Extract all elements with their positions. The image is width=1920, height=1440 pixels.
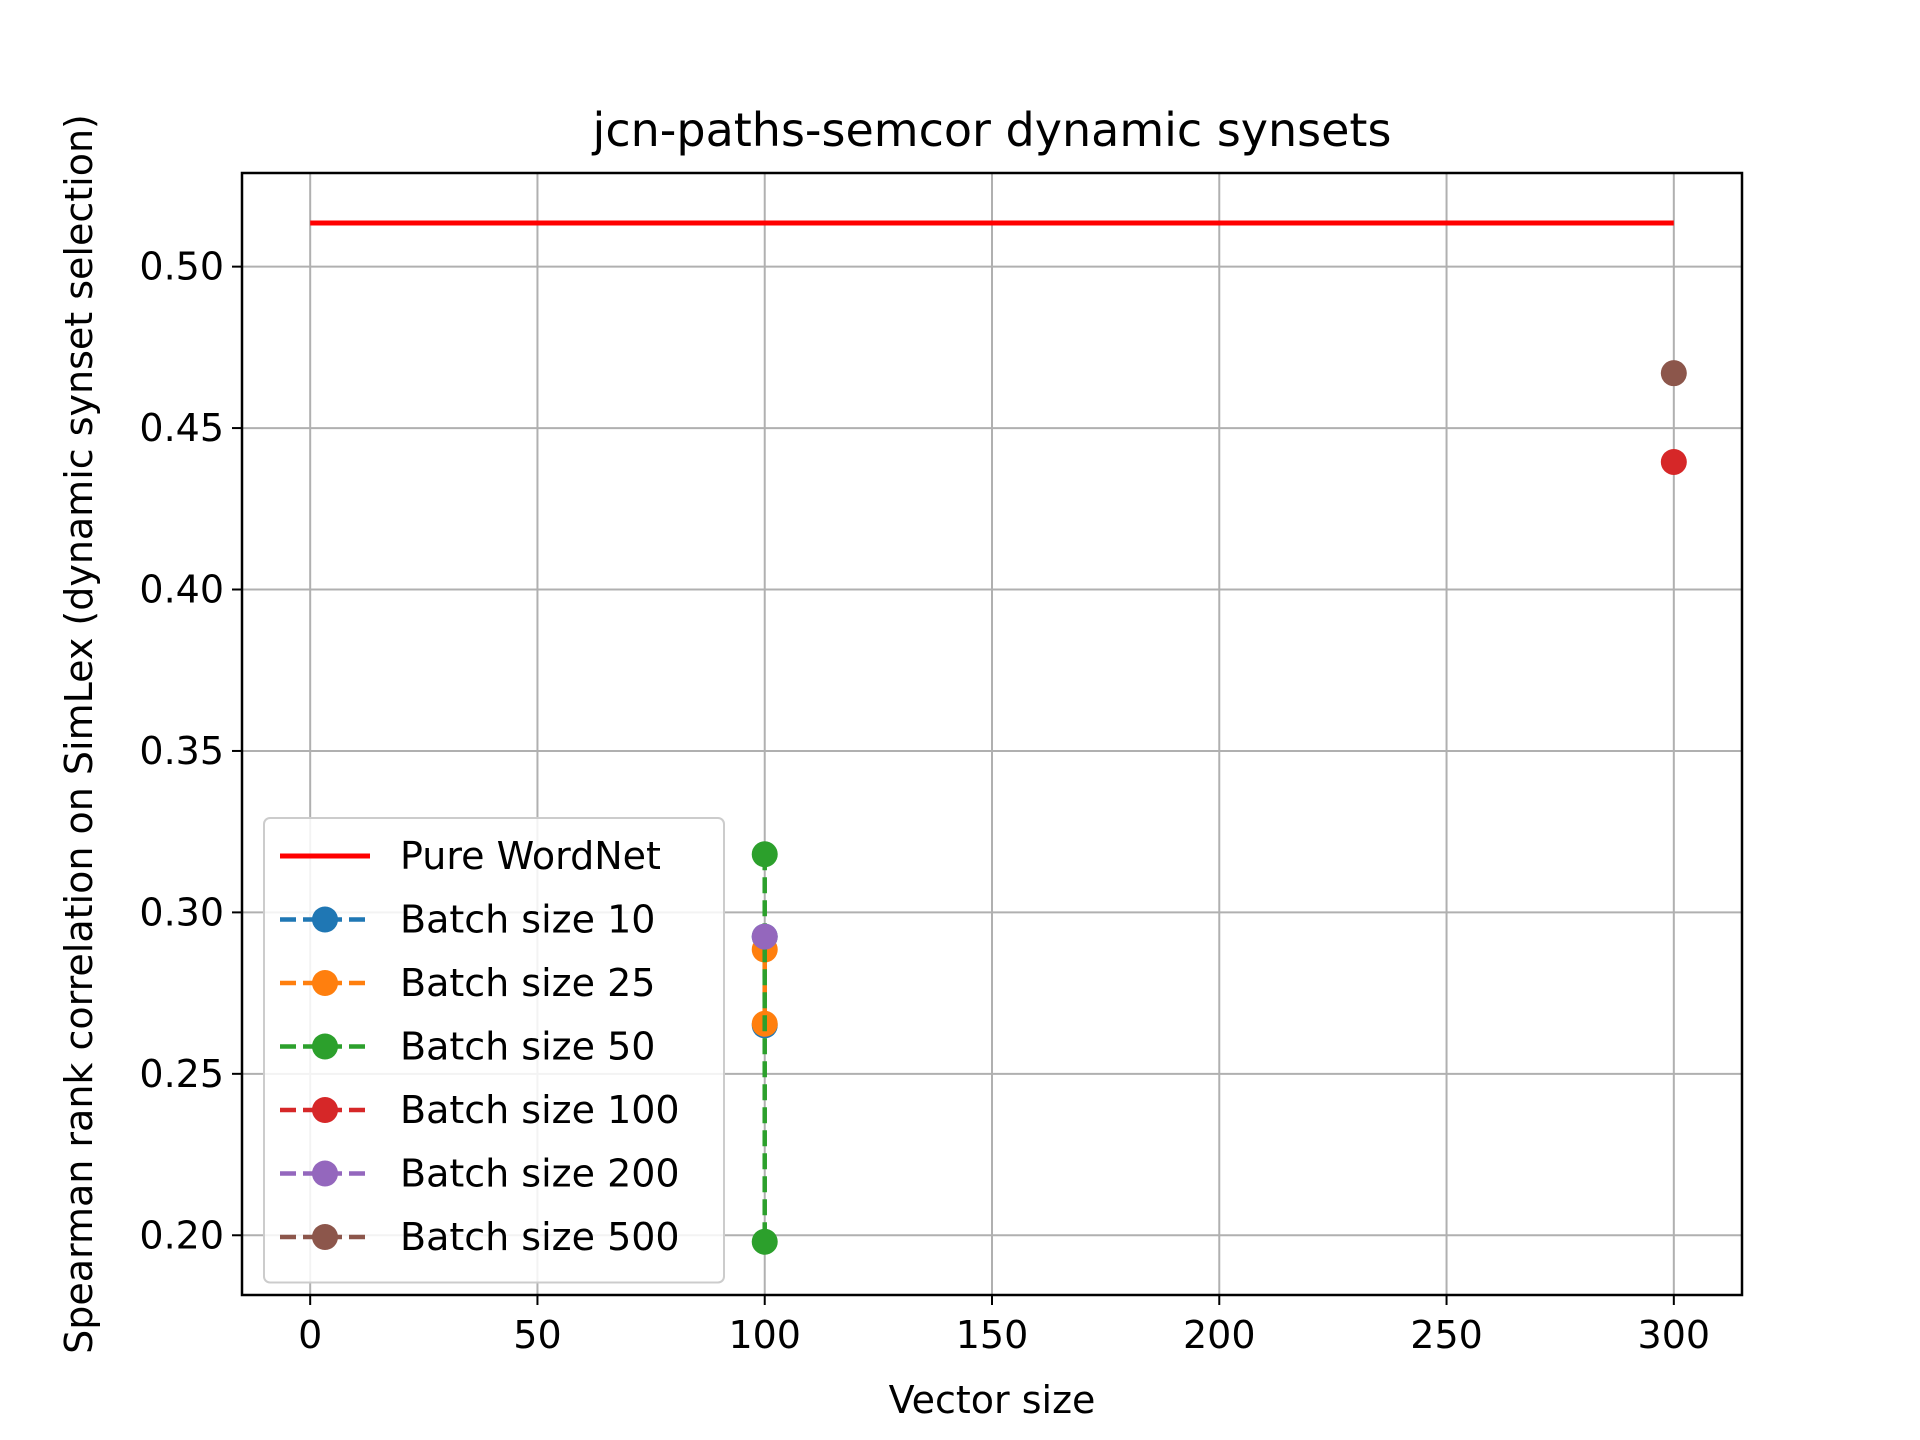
legend-item: Batch size 50 bbox=[280, 1025, 655, 1069]
legend-label: Batch size 200 bbox=[400, 1152, 680, 1196]
series bbox=[1660, 448, 1687, 475]
series bbox=[751, 923, 778, 950]
y-tick-label: 0.45 bbox=[139, 406, 224, 450]
y-axis: 0.20 0.25 0.30 0.35 0.40 0.45 0.50 bbox=[139, 245, 242, 1257]
series bbox=[751, 841, 778, 1255]
legend-box bbox=[263, 817, 725, 1284]
legend-item: Batch size 10 bbox=[280, 898, 655, 942]
y-tick-label: 0.20 bbox=[139, 1213, 224, 1257]
y-tick-label: 0.40 bbox=[139, 568, 224, 612]
x-tick-label: 100 bbox=[728, 1313, 801, 1357]
series-layer bbox=[310, 220, 1687, 1255]
y-tick-label: 0.30 bbox=[139, 890, 224, 934]
legend-item: Pure WordNet bbox=[280, 834, 661, 878]
x-tick-label: 300 bbox=[1638, 1313, 1711, 1357]
legend-item: Batch size 200 bbox=[280, 1152, 680, 1196]
y-tick-label: 0.25 bbox=[139, 1052, 224, 1096]
legend-label: Batch size 100 bbox=[400, 1088, 680, 1132]
legend-label: Batch size 25 bbox=[400, 961, 655, 1005]
legend-marker bbox=[312, 1224, 338, 1250]
y-tick-label: 0.35 bbox=[139, 729, 224, 773]
data-point bbox=[751, 1228, 778, 1255]
series bbox=[1660, 360, 1687, 387]
data-point bbox=[1660, 448, 1687, 475]
legend-label: Pure WordNet bbox=[400, 834, 661, 878]
legend-label: Batch size 500 bbox=[400, 1215, 680, 1259]
y-tick-label: 0.50 bbox=[139, 245, 224, 289]
legend-item: Batch size 500 bbox=[280, 1215, 680, 1259]
legend-marker bbox=[312, 1033, 338, 1060]
legend-marker bbox=[312, 1097, 338, 1123]
legend: Pure WordNet Batch size 10 Batch size 25 Ba… bbox=[263, 817, 725, 1284]
x-axis-label: Vector size bbox=[889, 1378, 1096, 1422]
legend-label: Batch size 50 bbox=[400, 1025, 655, 1069]
x-tick-label: 150 bbox=[956, 1313, 1029, 1357]
data-point bbox=[751, 923, 778, 950]
x-axis: 0 50 100 150 200 250 300 bbox=[298, 1295, 1710, 1357]
legend-item: Batch size 100 bbox=[280, 1088, 680, 1132]
legend-item: Batch size 25 bbox=[280, 961, 655, 1005]
data-point bbox=[751, 841, 778, 868]
legend-label: Batch size 10 bbox=[400, 898, 655, 942]
x-tick-label: 0 bbox=[298, 1313, 322, 1357]
x-tick-label: 250 bbox=[1410, 1313, 1483, 1357]
legend-marker bbox=[312, 1160, 338, 1187]
legend-marker bbox=[312, 970, 338, 996]
legend-marker bbox=[312, 906, 338, 933]
x-tick-label: 200 bbox=[1183, 1313, 1256, 1357]
x-tick-label: 50 bbox=[513, 1313, 561, 1357]
chart-title: jcn-paths-semcor dynamic synsets bbox=[592, 103, 1392, 157]
y-axis-label: Spearman rank correlation on SimLex (dyn… bbox=[57, 114, 101, 1354]
data-point bbox=[1660, 360, 1687, 387]
